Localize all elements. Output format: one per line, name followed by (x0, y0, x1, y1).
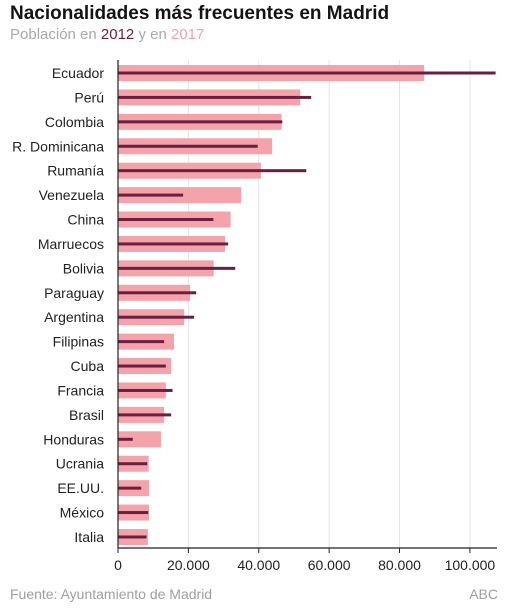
source-note: Fuente: Ayuntamiento de Madrid (10, 586, 213, 602)
x-tick-label: 60.000 (308, 557, 351, 573)
category-label-rumania: Rumanía (47, 163, 104, 179)
category-label-colombia: Colombia (45, 114, 104, 130)
bar-2012-filipinas (118, 340, 165, 344)
bar-2012-francia (118, 388, 173, 392)
bar-2012-venezuela (118, 193, 184, 197)
category-label-venezuela: Venezuela (39, 187, 105, 203)
brand-label: ABC (469, 586, 498, 602)
x-tick-label: 20.000 (167, 557, 210, 573)
category-label-brasil: Brasil (69, 407, 104, 423)
bar-2017-honduras (118, 431, 161, 448)
category-label-marruecos: Marruecos (38, 236, 104, 252)
bar-2012-china (118, 218, 214, 222)
category-label-honduras: Honduras (43, 431, 104, 447)
category-label-bolivia: Bolivia (63, 260, 104, 276)
subtitle-year-2017: 2017 (170, 26, 205, 43)
category-label-paraguay: Paraguay (44, 285, 104, 301)
category-label-ecuador: Ecuador (52, 65, 104, 81)
category-label-mexico: México (60, 505, 105, 521)
x-tick-label: 0 (114, 557, 122, 573)
bar-2012-r-dominicana (118, 144, 258, 148)
chart-subtitle: Población en 2012 y en 2017 (10, 26, 204, 43)
bar-2012-colombia (118, 120, 283, 124)
category-label-filipinas: Filipinas (53, 334, 104, 350)
bar-2012-marruecos (118, 242, 229, 246)
bar-2012-peru (118, 95, 312, 99)
category-label-ucrania: Ucrania (56, 456, 104, 472)
subtitle-middle: y en (134, 26, 171, 43)
bar-2012-brasil (118, 413, 172, 417)
bar-2012-ecuador (118, 71, 496, 75)
bar-2012-honduras (118, 437, 133, 441)
subtitle-year-2012: 2012 (100, 26, 135, 43)
bar-2012-bolivia (118, 266, 236, 270)
bar-2012-ucrania (118, 462, 148, 466)
bar-2012-cuba (118, 364, 166, 368)
chart-title: Nacionalidades más frecuentes en Madrid (10, 3, 390, 24)
x-tick-label: 40.000 (237, 557, 280, 573)
bar-2012-mexico (118, 511, 149, 515)
bar-2012-italia (118, 535, 147, 539)
category-label-francia: Francia (57, 382, 104, 398)
x-tick-label: 100.000 (445, 557, 496, 573)
category-label-ee-uu: EE.UU. (57, 480, 104, 496)
category-label-italia: Italia (74, 529, 104, 545)
category-label-argentina: Argentina (44, 309, 104, 325)
bar-2012-paraguay (118, 291, 197, 295)
category-label-r-dominicana: R. Dominicana (12, 138, 104, 154)
category-label-cuba: Cuba (71, 358, 105, 374)
x-tick-label: 80.000 (378, 557, 421, 573)
bar-2012-argentina (118, 315, 195, 319)
category-label-peru: Perú (74, 89, 104, 105)
bar-2012-ee-uu (118, 486, 142, 490)
category-label-china: China (67, 212, 104, 228)
subtitle-prefix: Población en (10, 26, 101, 43)
bar-2012-rumania (118, 169, 307, 173)
